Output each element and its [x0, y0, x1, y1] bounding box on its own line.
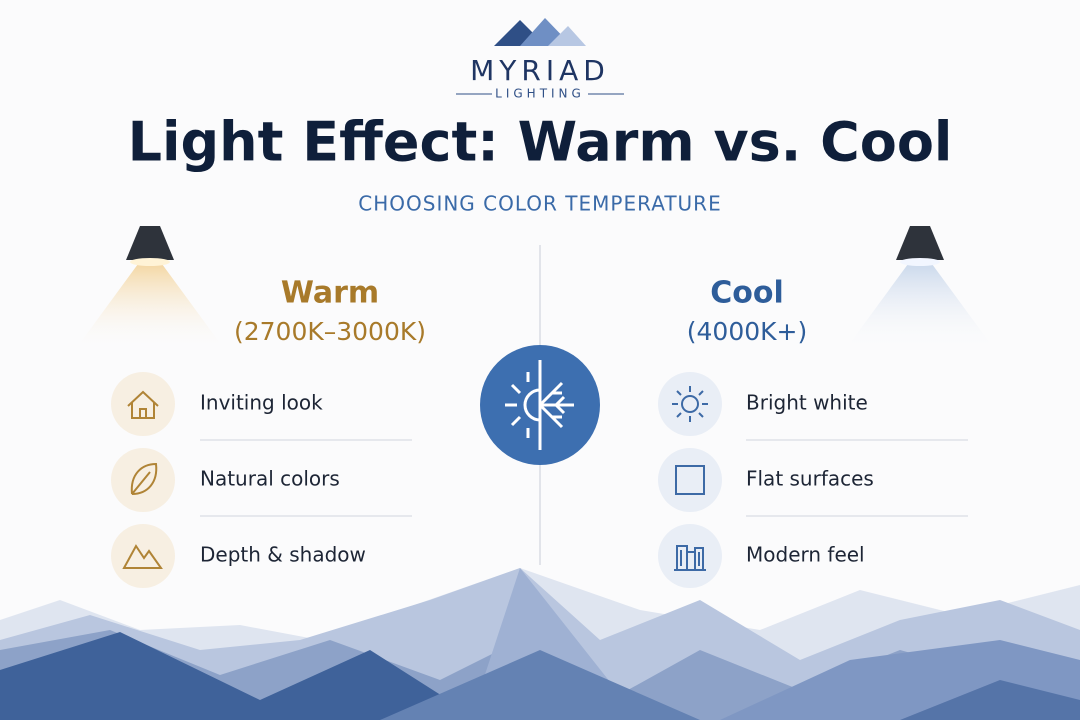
mountains [0, 568, 1080, 720]
logo-mark [494, 18, 586, 46]
warm-lamp [75, 226, 225, 350]
warm-range: (2700K–3000K) [234, 317, 426, 346]
subtitle: CHOOSING COLOR TEMPERATURE [358, 192, 721, 216]
brand-name: MYRIAD [470, 54, 610, 87]
cool-icons [658, 372, 722, 588]
warm-item: Depth & shadow [200, 543, 366, 567]
cool-range: (4000K+) [687, 317, 807, 346]
warm-item: Natural colors [200, 467, 340, 491]
cool-lamp [845, 226, 995, 350]
title: Light Effect: Warm vs. Cool [128, 111, 953, 174]
cool-item: Bright white [746, 391, 868, 415]
cool-item: Flat surfaces [746, 467, 874, 491]
cool-item: Modern feel [746, 543, 865, 567]
brand-tagline: LIGHTING [495, 87, 585, 101]
warm-icons [111, 372, 175, 588]
cool-title: Cool [710, 276, 784, 311]
warm-title: Warm [281, 276, 379, 311]
warm-item: Inviting look [200, 391, 323, 415]
temperature-badge [480, 345, 600, 465]
